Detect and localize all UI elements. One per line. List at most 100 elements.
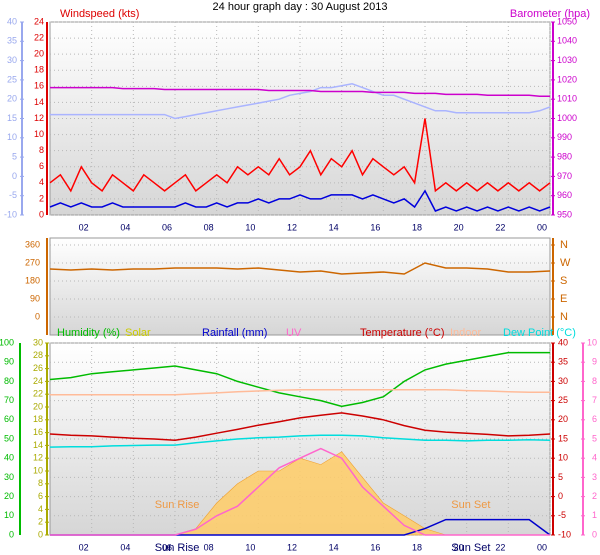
line xyxy=(50,447,550,536)
y-tick-label: 4 xyxy=(38,504,43,514)
y-tick-label: W xyxy=(560,257,571,269)
y-tick-label: 6 xyxy=(38,491,43,501)
y-tick-label: -5 xyxy=(558,510,566,520)
y-tick-label: 6 xyxy=(39,161,44,171)
y-tick-label: 9 xyxy=(592,357,597,367)
x-tick-label: 00 xyxy=(537,542,547,552)
y-tick-label: 18 xyxy=(33,414,43,424)
y-tick-label: 1 xyxy=(592,510,597,520)
y-tick-label: 12 xyxy=(33,453,43,463)
y-tick-label: 24 xyxy=(34,16,44,26)
y-tick-label: 990 xyxy=(557,132,572,142)
line xyxy=(50,86,550,98)
legend-entry: Rainfall (mm) xyxy=(202,327,267,339)
y-tick-label: 70 xyxy=(4,395,14,405)
y-tick-label: -5 xyxy=(9,190,17,200)
y-tick-label: 10 xyxy=(587,337,597,347)
y-tick-label: 10 xyxy=(7,132,17,142)
y-tick-label: 90 xyxy=(4,357,14,367)
line xyxy=(50,83,551,120)
y-tick-label: 4 xyxy=(39,177,44,187)
y-tick-label: 960 xyxy=(557,190,572,200)
x-tick-label: 16 xyxy=(370,542,380,552)
y-tick-label: 30 xyxy=(4,472,14,482)
y-tick-label: 180 xyxy=(25,275,40,285)
y-tick-label: 10 xyxy=(558,453,568,463)
line xyxy=(49,189,551,212)
y-tick-label: 0 xyxy=(39,209,44,219)
y-tick-label: 1030 xyxy=(557,55,577,65)
y-tick-label: 15 xyxy=(7,113,17,123)
y-tick-label: 22 xyxy=(34,32,44,42)
y-tick-label: 50 xyxy=(4,433,14,443)
x-tick-label: 04 xyxy=(120,222,130,232)
y-tick-label: 15 xyxy=(558,433,568,443)
line xyxy=(50,389,550,396)
y-tick-label: 980 xyxy=(557,151,572,161)
y-tick-label: 35 xyxy=(558,357,568,367)
y-tick-label: 30 xyxy=(33,337,43,347)
x-tick-label: 04 xyxy=(120,542,130,552)
y-tick-label: 25 xyxy=(7,74,17,84)
y-tick-label: 30 xyxy=(558,376,568,386)
x-tick-label: 16 xyxy=(370,222,380,232)
line xyxy=(49,412,551,441)
y-tick-label: 8 xyxy=(38,478,43,488)
y-tick-label: 5 xyxy=(558,472,563,482)
x-tick-label: 08 xyxy=(204,542,214,552)
legend-entry: Dew Point (°C) xyxy=(503,327,576,339)
y-tick-label: 20 xyxy=(558,414,568,424)
y-tick-label: 0 xyxy=(35,311,40,321)
x-tick-label: 12 xyxy=(287,222,297,232)
y-tick-label: 40 xyxy=(558,337,568,347)
annotation-axis: Sun Rise xyxy=(155,542,200,554)
y-tick-label: 0 xyxy=(558,491,563,501)
x-tick-label: 20 xyxy=(454,542,464,552)
x-tick-label: 20 xyxy=(454,222,464,232)
y-tick-label: 20 xyxy=(7,94,17,104)
x-tick-label: 06 xyxy=(162,542,172,552)
legend-entry: Temperature (°C) xyxy=(360,327,444,339)
y-tick-label: 40 xyxy=(7,16,17,26)
y-tick-label: 10 xyxy=(34,129,44,139)
y-tick-label: 1000 xyxy=(557,113,577,123)
y-tick-label: 1050 xyxy=(557,16,577,26)
annotation: Sun Set xyxy=(451,499,490,511)
y-tick-label: 35 xyxy=(7,36,17,46)
x-tick-label: 02 xyxy=(79,542,89,552)
x-tick-label: 18 xyxy=(412,222,422,232)
y-tick-label: 7 xyxy=(592,395,597,405)
y-tick-label: 14 xyxy=(33,440,43,450)
y-tick-label: 5 xyxy=(592,433,597,443)
y-tick-label: 14 xyxy=(34,97,44,107)
y-tick-label: 28 xyxy=(33,350,43,360)
y-tick-label: 60 xyxy=(4,414,14,424)
y-tick-label: 970 xyxy=(557,171,572,181)
y-tick-label: 20 xyxy=(33,401,43,411)
annotation: Sun Rise xyxy=(155,499,200,511)
y-tick-label: 40 xyxy=(4,453,14,463)
axis-title: Windspeed (kts) xyxy=(60,8,139,20)
y-tick-label: 22 xyxy=(33,389,43,399)
y-tick-label: 2 xyxy=(38,517,43,527)
x-tick-label: 10 xyxy=(245,222,255,232)
y-tick-label: 20 xyxy=(4,491,14,501)
y-tick-label: 24 xyxy=(33,376,43,386)
x-tick-label: 06 xyxy=(162,222,172,232)
y-tick-label: 30 xyxy=(7,55,17,65)
y-tick-label: 8 xyxy=(39,145,44,155)
y-tick-label: 16 xyxy=(33,427,43,437)
x-tick-label: 08 xyxy=(204,222,214,232)
x-tick-label: 22 xyxy=(495,542,505,552)
y-tick-label: N xyxy=(560,239,568,251)
y-tick-label: 950 xyxy=(557,209,572,219)
y-tick-label: 5 xyxy=(12,151,17,161)
y-tick-label: 8 xyxy=(592,376,597,386)
y-tick-label: 360 xyxy=(25,239,40,249)
y-tick-label: 2 xyxy=(39,193,44,203)
y-tick-label: 16 xyxy=(34,81,44,91)
y-tick-label: 80 xyxy=(4,376,14,386)
chart-title: 24 hour graph day : 30 August 2013 xyxy=(213,1,388,13)
annotation-axis: Sun Set xyxy=(451,542,490,554)
y-tick-label: 12 xyxy=(34,113,44,123)
